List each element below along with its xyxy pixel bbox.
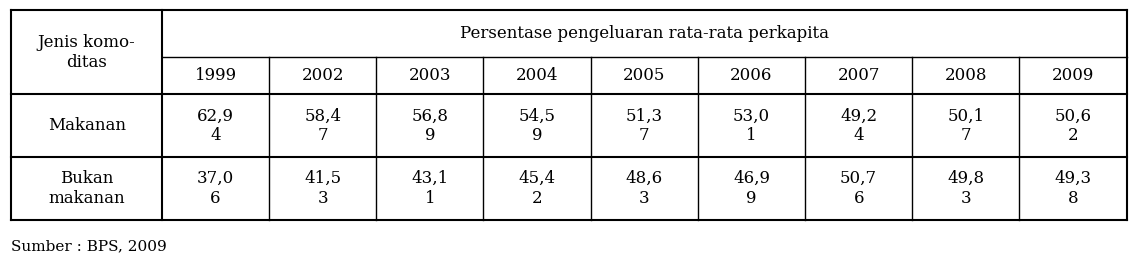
Text: 37,0
6: 37,0 6 — [197, 170, 234, 207]
Text: 54,5
9: 54,5 9 — [519, 107, 555, 144]
Text: 51,3
7: 51,3 7 — [626, 107, 662, 144]
Text: 2009: 2009 — [1052, 67, 1095, 84]
Text: 56,8
9: 56,8 9 — [412, 107, 448, 144]
Text: 2008: 2008 — [945, 67, 987, 84]
Text: 48,6
3: 48,6 3 — [626, 170, 662, 207]
Text: 43,1
1: 43,1 1 — [411, 170, 448, 207]
Text: 46,9
9: 46,9 9 — [733, 170, 770, 207]
Text: 45,4
2: 45,4 2 — [519, 170, 555, 207]
Text: Jenis komo-
ditas: Jenis komo- ditas — [38, 34, 135, 70]
Text: 49,3
8: 49,3 8 — [1055, 170, 1091, 207]
Text: 2007: 2007 — [838, 67, 880, 84]
Text: Bukan
makanan: Bukan makanan — [48, 170, 125, 207]
Text: 53,0
1: 53,0 1 — [733, 107, 770, 144]
Text: Persentase pengeluaran rata-rata perkapita: Persentase pengeluaran rata-rata perkapi… — [460, 25, 828, 42]
Text: 49,8
3: 49,8 3 — [947, 170, 984, 207]
Text: Makanan: Makanan — [48, 117, 125, 134]
Text: 49,2
4: 49,2 4 — [840, 107, 877, 144]
Text: 41,5
3: 41,5 3 — [304, 170, 341, 207]
Text: 58,4
7: 58,4 7 — [304, 107, 341, 144]
Text: Sumber : BPS, 2009: Sumber : BPS, 2009 — [11, 239, 167, 253]
Text: 62,9
4: 62,9 4 — [197, 107, 234, 144]
Text: 2002: 2002 — [302, 67, 344, 84]
Text: 2005: 2005 — [624, 67, 666, 84]
Text: 2003: 2003 — [409, 67, 451, 84]
Text: 50,7
6: 50,7 6 — [840, 170, 877, 207]
Text: 50,1
7: 50,1 7 — [947, 107, 984, 144]
Text: 2006: 2006 — [731, 67, 773, 84]
Text: 50,6
2: 50,6 2 — [1055, 107, 1091, 144]
Text: 2004: 2004 — [516, 67, 559, 84]
Text: 1999: 1999 — [195, 67, 237, 84]
